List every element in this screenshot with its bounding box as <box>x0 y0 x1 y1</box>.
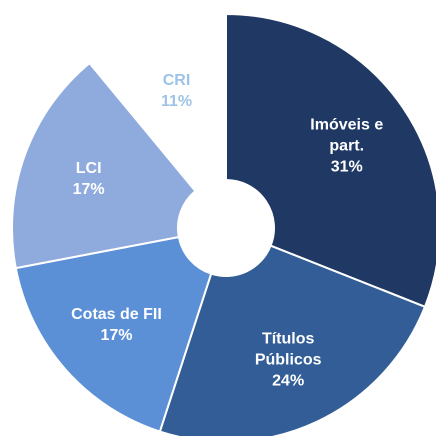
segment-label: LCI 17% <box>36 158 141 200</box>
category-label: Cotas de FII <box>71 305 162 323</box>
value-label: 17% <box>100 326 133 344</box>
donut-segment <box>225 12 436 309</box>
value-label: 24% <box>272 372 305 390</box>
category-label: Imóveis e part. <box>310 116 384 155</box>
donut-segment <box>11 61 197 270</box>
value-label: 31% <box>330 158 363 176</box>
segment-label: Títulos Públicos 24% <box>236 329 341 392</box>
category-label: LCI <box>75 159 102 177</box>
segment-label: Cotas de FII 17% <box>64 304 169 346</box>
value-label: 11% <box>160 92 193 110</box>
donut-segment <box>158 244 427 436</box>
donut-segment <box>14 235 213 433</box>
category-label: CRI <box>162 71 191 89</box>
value-label: 17% <box>72 180 105 198</box>
segment-label: CRI 11% <box>124 70 229 112</box>
donut-segment <box>88 12 227 193</box>
category-label: Títulos Públicos <box>254 330 322 369</box>
segment-label: Imóveis e part. 31% <box>294 114 399 177</box>
